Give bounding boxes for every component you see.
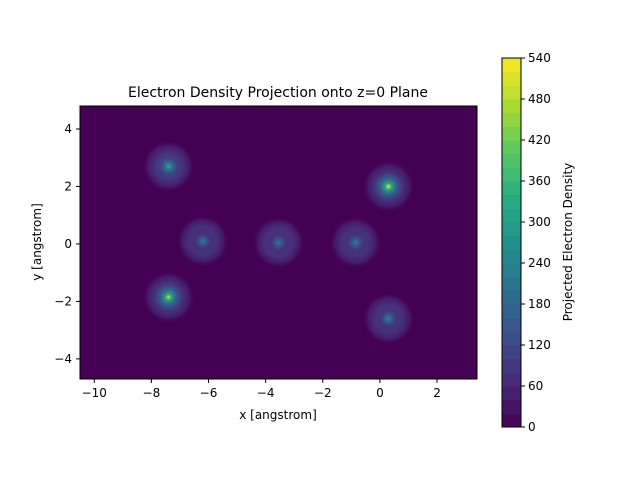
colorbar-level: [502, 345, 521, 360]
colorbar-level: [502, 331, 521, 346]
colorbar-level: [502, 372, 521, 387]
x-tick-label: −2: [314, 386, 332, 400]
y-axis-label: y [angstrom]: [30, 203, 44, 281]
colorbar-tick-label: 300: [528, 215, 551, 229]
colorbar-level: [502, 167, 521, 182]
x-tick-label: −4: [257, 386, 275, 400]
x-tick-label: 2: [433, 386, 441, 400]
colorbar-tick-label: 60: [528, 379, 543, 393]
y-tick-label: 4: [64, 122, 72, 136]
density-peak: [142, 271, 195, 324]
colorbar-level: [502, 290, 521, 305]
colorbar-level: [502, 194, 521, 209]
colorbar-level: [502, 413, 521, 428]
y-axis: −4 −2 0 2 4: [54, 122, 80, 366]
plot-area: [79, 105, 478, 380]
colorbar-level: [502, 386, 521, 401]
colorbar-tick-label: 120: [528, 338, 551, 352]
colorbar-level: [502, 181, 521, 196]
colorbar-level: [502, 358, 521, 373]
colorbar-tick-label: 360: [528, 174, 551, 188]
colorbar-level: [502, 58, 521, 73]
colorbar-frame: [501, 57, 522, 428]
colorbar-level: [502, 276, 521, 291]
colorbar-tick-label: 240: [528, 256, 551, 270]
density-peak: [142, 140, 195, 193]
colorbar-level: [502, 140, 521, 155]
colorbar-tick-label: 480: [528, 92, 551, 106]
y-tick-label: −4: [54, 352, 72, 366]
colorbar-level: [502, 208, 521, 223]
density-peak: [362, 160, 415, 213]
colorbar-level: [502, 399, 521, 414]
colorbar-level: [502, 304, 521, 319]
density-peak: [362, 292, 415, 345]
colorbar-level: [502, 222, 521, 237]
colorbar-tick-label: 540: [528, 51, 551, 65]
plot-frame: [79, 105, 478, 380]
x-axis: −10 −8 −6 −4 −2 0 2: [82, 379, 441, 400]
colorbar-tick-label: 0: [528, 420, 536, 434]
colorbar-tick-label: 180: [528, 297, 551, 311]
x-tick-label: −6: [200, 386, 218, 400]
colorbar-tick-label: 420: [528, 133, 551, 147]
y-tick-label: 0: [64, 237, 72, 251]
y-tick-label: −2: [54, 294, 72, 308]
colorbar-level: [502, 153, 521, 168]
density-peak: [252, 216, 305, 269]
colorbar-level: [502, 235, 521, 250]
colorbar-level: [502, 249, 521, 264]
y-tick-label: 2: [64, 179, 72, 193]
chart-title: Electron Density Projection onto z=0 Pla…: [128, 85, 428, 101]
colorbar-level: [502, 112, 521, 127]
colorbar-level: [502, 71, 521, 86]
x-tick-label: −10: [82, 386, 107, 400]
density-peak: [329, 216, 382, 269]
colorbar-level: [502, 263, 521, 278]
colorbar-level: [502, 85, 521, 100]
colorbar: 0 60 120 180 240 300 360 420 480 540: [501, 51, 551, 434]
x-axis-label: x [angstrom]: [239, 408, 317, 422]
colorbar-level: [502, 99, 521, 114]
colorbar-level: [502, 126, 521, 141]
colorbar-level: [502, 317, 521, 332]
x-tick-label: 0: [376, 386, 384, 400]
density-peak: [176, 215, 229, 268]
colorbar-label: Projected Electron Density: [561, 163, 575, 322]
x-tick-label: −8: [143, 386, 161, 400]
